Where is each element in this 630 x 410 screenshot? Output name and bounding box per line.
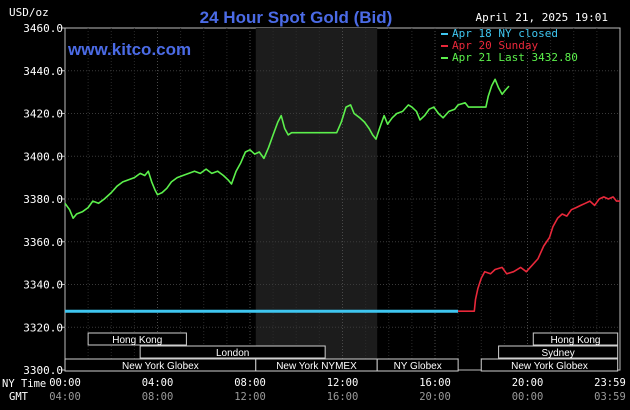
x-tick-label-gmt: 00:00 [512,391,544,403]
session-box [498,345,619,359]
legend-label: Apr 21 Last 3432.80 [452,51,578,64]
series-line [458,196,620,312]
x-tick-label-gmt: 12:00 [234,391,266,403]
y-tick-label: 3440.0 [23,65,63,78]
x-tick-label-gmt: 04:00 [49,391,81,403]
x-tick-label-gmt: 20:00 [419,391,451,403]
gridlines [65,28,620,370]
x-tick-label-ny: 00:00 [49,377,81,389]
legend-label: Apr 20 Sunday [452,39,538,52]
y-tick-label: 3320.0 [23,321,63,334]
series-line [64,78,510,219]
nymex-shaded-region [255,28,378,370]
session-box [139,345,326,359]
x-tick-label-ny: 04:00 [142,377,174,389]
legend-label: Apr 18 NY closed [452,27,558,40]
x-tick-label-ny: 20:00 [512,377,544,389]
session-box [480,358,619,372]
y-axis-unit-label: USD/oz [9,6,49,19]
session-label: New York Globex [511,361,588,372]
session-label: NY Globex [394,361,442,372]
x-tick-label-ny: 16:00 [419,377,451,389]
session-label: Hong Kong [550,335,600,346]
axes: 3300.0 3320.0 3340.0 3360.0 3380.0 3400.0 3420… [23,22,626,403]
session-label: Sydney [541,348,574,359]
x-tick-label-ny: 23:59 [594,377,626,389]
x-tick-label-ny: 08:00 [234,377,266,389]
session-label: Hong Kong [112,335,162,346]
y-tick-label: 3360.0 [23,236,63,249]
chart-timestamp: April 21, 2025 19:01 [476,11,608,24]
site-url: www.kitco.com [67,40,191,59]
session-box [376,358,459,372]
market-sessions: Hong Kong Hong Kong London Sydney New York G… [64,332,619,372]
x-tick-label-gmt: 08:00 [142,391,174,403]
y-tick-label: 3460.0 [23,22,63,35]
y-tick-label: 3380.0 [23,193,63,206]
gmt-label: GMT [9,391,29,403]
y-tick-label: 3400.0 [23,150,63,163]
session-label: London [216,348,249,359]
session-label: New York NYMEX [276,361,357,372]
chart-title: 24 Hour Spot Gold (Bid) [200,8,393,27]
session-box [87,332,187,346]
y-tick-label: 3300.0 [23,364,63,377]
x-tick-label-ny: 12:00 [327,377,359,389]
ny-time-label: NY Time [2,378,46,390]
session-box [532,332,619,346]
y-tick-label: 3420.0 [23,108,63,121]
y-tick-label: 3340.0 [23,279,63,292]
x-tick-label-gmt: 16:00 [327,391,359,403]
session-label: New York Globex [122,361,199,372]
x-tick-label-gmt: 03:59 [594,391,626,403]
series-lines [64,78,620,313]
